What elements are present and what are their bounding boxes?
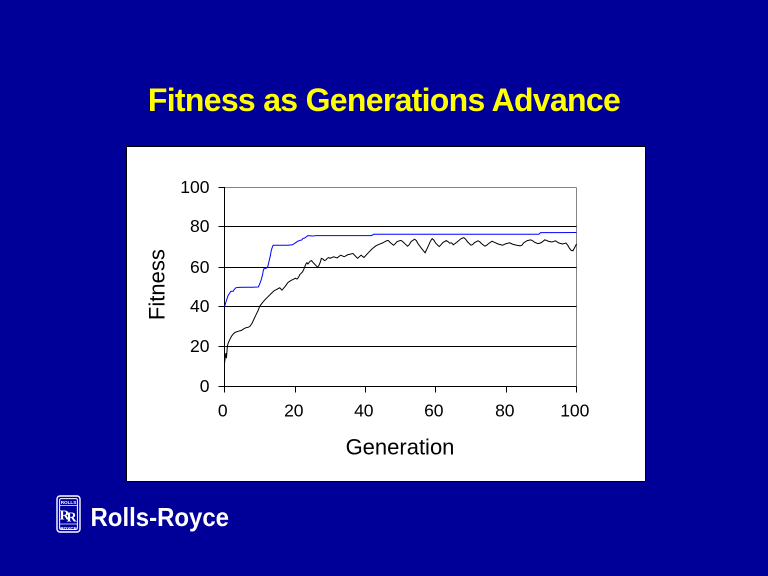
svg-text:Generation: Generation xyxy=(346,435,455,460)
svg-text:R: R xyxy=(59,509,70,524)
svg-text:60: 60 xyxy=(424,401,444,421)
svg-text:80: 80 xyxy=(190,216,210,236)
svg-text:80: 80 xyxy=(495,401,515,421)
svg-text:0: 0 xyxy=(218,401,228,421)
svg-text:20: 20 xyxy=(190,336,210,356)
svg-text:ROLLS: ROLLS xyxy=(61,500,77,505)
svg-text:40: 40 xyxy=(190,296,210,316)
svg-text:Rolls-Royce: Rolls-Royce xyxy=(91,502,230,532)
svg-text:20: 20 xyxy=(284,401,304,421)
svg-text:100: 100 xyxy=(560,401,589,421)
svg-text:100: 100 xyxy=(180,177,209,197)
svg-text:Fitness: Fitness xyxy=(145,249,170,320)
svg-text:R: R xyxy=(66,511,77,526)
svg-text:60: 60 xyxy=(190,257,210,277)
svg-text:0: 0 xyxy=(200,376,210,396)
svg-text:ROYCE: ROYCE xyxy=(60,526,76,531)
svg-text:40: 40 xyxy=(354,401,374,421)
